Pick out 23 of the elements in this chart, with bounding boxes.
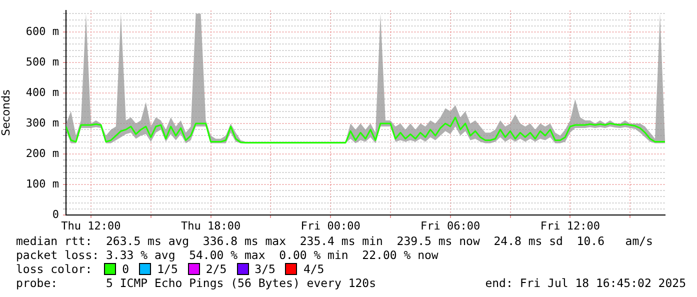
text: median rtt: 263.5 ms avg 336.8 ms max 235.4 ms min 239.5 ms now 24.8 ms sd 10.6 am/s: [16, 234, 653, 248]
x-tick-label: Fri 00:00: [300, 219, 360, 232]
y-tick-label: 400 m: [26, 86, 60, 99]
y-tick-label: 100 m: [26, 177, 60, 190]
text: 4/5: [303, 262, 324, 276]
text: 3/5: [254, 262, 276, 276]
y-tick-label: 200 m: [26, 146, 60, 160]
y-tick-label: 500 m: [26, 55, 60, 68]
text: end: Fri Jul 18 16:45:02 2025: [485, 276, 686, 290]
x-tick-label: Fri 06:00: [420, 219, 480, 232]
y-tick-label: 300 m: [26, 116, 60, 130]
y-tick-label: 600 m: [26, 24, 60, 38]
x-tick-label: Thu 18:00: [180, 219, 241, 232]
y-axis-title: Seconds: [0, 89, 12, 136]
text: probe: 5 ICMP Echo Pings (56 Bytes) every 120s: [16, 276, 376, 290]
y-tick-label: 0: [52, 208, 59, 221]
text: 1/5: [157, 262, 178, 276]
text: 0: [122, 262, 130, 276]
x-tick-label: Fri 12:00: [540, 219, 600, 232]
text: loss color:: [16, 262, 92, 276]
text: packet loss: 3.33 % avg 54.00 % max 0.00 % min 22.00 % now: [16, 248, 438, 262]
text: 2/5: [206, 262, 227, 276]
x-tick-label: Thu 12:00: [61, 219, 121, 232]
